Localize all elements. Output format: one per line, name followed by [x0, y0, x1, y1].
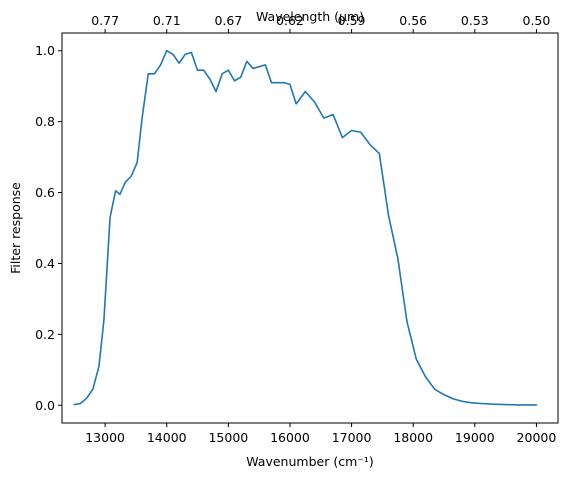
- top-tick-label: 0.50: [523, 13, 551, 28]
- plot-frame: [61, 32, 559, 424]
- x-tick-label: 15000: [208, 430, 248, 445]
- y-tick-label: 0.6: [35, 185, 55, 200]
- tick-layer: 13000 14000 15000 16000 17000 18000 19000 20000…: [35, 13, 556, 445]
- y-axis-label: Filter response: [8, 182, 23, 274]
- top-axis-label: Wavelength (μm): [256, 9, 364, 24]
- top-tick-label: 0.56: [399, 13, 427, 28]
- top-tick-label: 0.77: [91, 13, 119, 28]
- series-line-0: [73, 49, 538, 406]
- x-tick-label: 17000: [332, 430, 372, 445]
- y-tick-label: 0.4: [35, 256, 55, 271]
- top-tick-label: 0.53: [461, 13, 489, 28]
- x-tick-label: 16000: [270, 430, 310, 445]
- top-tick-label: 0.59: [338, 13, 366, 28]
- y-tick-label: 0.2: [35, 327, 55, 342]
- top-tick-label: 0.71: [153, 13, 181, 28]
- x-axis-label: Wavenumber (cm⁻¹): [246, 454, 373, 469]
- top-tick-label: 0.62: [276, 13, 304, 28]
- x-tick-label: 18000: [393, 430, 433, 445]
- x-tick-label: 14000: [147, 430, 187, 445]
- top-tick-label: 0.67: [214, 13, 242, 28]
- y-tick-label: 0.8: [35, 114, 55, 129]
- x-tick-label: 20000: [517, 430, 557, 445]
- data-layer: [73, 49, 538, 406]
- y-tick-label: 0.0: [35, 398, 55, 413]
- x-tick-label: 19000: [455, 430, 495, 445]
- x-tick-label: 13000: [85, 430, 125, 445]
- y-tick-label: 1.0: [35, 43, 55, 58]
